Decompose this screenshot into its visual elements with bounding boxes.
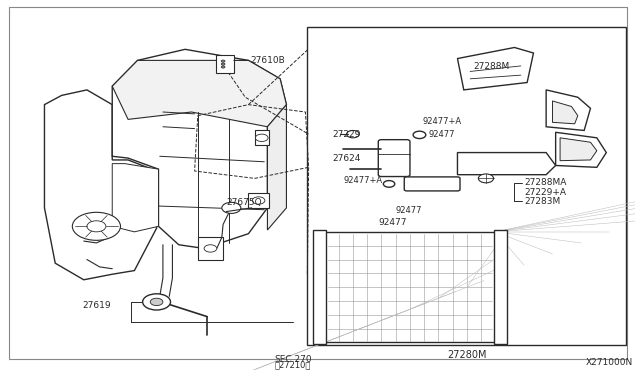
- Text: 〲27210〳: 〲27210〳: [275, 360, 311, 369]
- Polygon shape: [44, 90, 157, 280]
- Circle shape: [478, 174, 493, 183]
- Circle shape: [87, 221, 106, 232]
- Circle shape: [143, 294, 170, 310]
- FancyBboxPatch shape: [216, 55, 234, 73]
- Circle shape: [150, 298, 163, 305]
- Circle shape: [347, 131, 359, 138]
- FancyBboxPatch shape: [378, 140, 410, 177]
- Circle shape: [255, 134, 268, 141]
- Polygon shape: [198, 237, 223, 260]
- Polygon shape: [458, 153, 556, 175]
- FancyBboxPatch shape: [404, 177, 460, 191]
- Text: 92477: 92477: [396, 206, 422, 215]
- Text: 92477: 92477: [379, 218, 407, 227]
- FancyBboxPatch shape: [307, 27, 626, 345]
- Text: 27280M: 27280M: [447, 350, 486, 360]
- Text: SEC.270: SEC.270: [274, 355, 312, 364]
- Text: 92477+A: 92477+A: [422, 118, 461, 126]
- FancyBboxPatch shape: [313, 230, 326, 344]
- Circle shape: [383, 180, 395, 187]
- Polygon shape: [268, 105, 287, 230]
- Polygon shape: [255, 131, 269, 145]
- Circle shape: [252, 197, 265, 204]
- Circle shape: [221, 66, 225, 68]
- Circle shape: [413, 131, 426, 138]
- Text: 27619: 27619: [83, 301, 111, 310]
- Text: 27229+A: 27229+A: [524, 187, 566, 196]
- Circle shape: [221, 63, 225, 65]
- Polygon shape: [112, 60, 287, 127]
- Circle shape: [72, 212, 120, 240]
- Text: 92477: 92477: [429, 130, 456, 140]
- Polygon shape: [552, 101, 578, 124]
- Polygon shape: [560, 138, 597, 161]
- Text: 92477+A: 92477+A: [344, 176, 383, 185]
- Polygon shape: [556, 132, 606, 167]
- Polygon shape: [112, 164, 159, 232]
- Text: X271000N: X271000N: [586, 358, 633, 367]
- Text: 27675Q: 27675Q: [227, 198, 262, 207]
- Text: 27288M: 27288M: [474, 62, 509, 71]
- Text: 27624: 27624: [332, 154, 360, 163]
- Polygon shape: [248, 193, 269, 208]
- Text: 27283M: 27283M: [524, 197, 560, 206]
- Circle shape: [222, 202, 241, 214]
- Text: 27610B: 27610B: [250, 56, 285, 65]
- Polygon shape: [112, 49, 287, 248]
- Polygon shape: [458, 48, 534, 90]
- Text: 27288MA: 27288MA: [524, 178, 566, 187]
- FancyBboxPatch shape: [324, 232, 495, 343]
- Circle shape: [204, 245, 217, 252]
- FancyBboxPatch shape: [9, 7, 627, 359]
- Circle shape: [221, 60, 225, 62]
- FancyBboxPatch shape: [494, 230, 507, 344]
- Polygon shape: [546, 90, 591, 131]
- Text: 27229: 27229: [332, 129, 360, 139]
